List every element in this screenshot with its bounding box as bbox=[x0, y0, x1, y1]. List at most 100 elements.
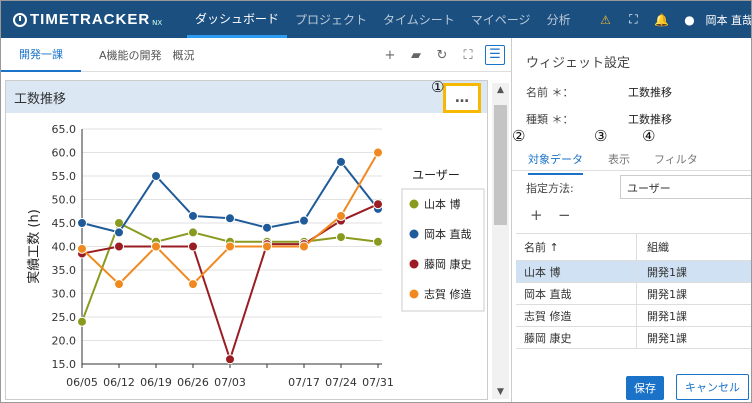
row-name: 山本 博 bbox=[524, 265, 561, 279]
legend-label: 志賀 修造 bbox=[424, 287, 472, 301]
y-tick-label: 40.0 bbox=[52, 241, 77, 254]
method-label: 指定方法: bbox=[526, 182, 574, 195]
widget-header: 工数推移 … bbox=[6, 81, 487, 113]
y-tick-label: 30.0 bbox=[52, 288, 77, 301]
fullscreen-icon[interactable]: ⛶ bbox=[629, 12, 638, 26]
logo[interactable]: TIMETRACKER NX bbox=[1, 11, 187, 28]
table-row[interactable]: 志賀 修造 開発1課 bbox=[516, 305, 751, 327]
legend-marker bbox=[409, 199, 419, 209]
data-point bbox=[299, 215, 309, 226]
add-icon[interactable]: + bbox=[384, 47, 396, 63]
widget-menu-button[interactable]: … bbox=[443, 83, 481, 113]
column-header-name[interactable]: 名前 ↑ bbox=[524, 241, 559, 254]
scroll-up-icon[interactable]: ▲ bbox=[497, 85, 504, 95]
data-point bbox=[336, 156, 346, 167]
nav-analysis[interactable]: 分析 bbox=[546, 13, 571, 27]
save-button[interactable]: 保存 bbox=[626, 376, 664, 400]
data-point bbox=[188, 227, 198, 238]
legend-label: 山本 博 bbox=[424, 197, 461, 211]
data-point bbox=[373, 236, 383, 247]
tab-filter[interactable]: フィルタ bbox=[654, 153, 698, 166]
data-point bbox=[188, 241, 198, 252]
table-row[interactable]: 藤岡 康史 開発1課 bbox=[516, 327, 751, 349]
y-tick-label: 50.0 bbox=[52, 194, 77, 207]
tab-feature-a-overview[interactable]: A機能の開発 概況 bbox=[99, 48, 195, 62]
scroll-down-icon[interactable]: ▼ bbox=[497, 387, 504, 397]
data-point bbox=[373, 199, 383, 210]
x-tick-label: 06/12 bbox=[103, 376, 135, 389]
folder-icon[interactable]: ▰ bbox=[411, 47, 421, 63]
bell-icon[interactable]: 🔔 bbox=[654, 12, 669, 27]
user-name[interactable]: 岡本 直哉 bbox=[705, 13, 752, 27]
x-tick-label: 07/24 bbox=[325, 376, 357, 389]
nav-project[interactable]: プロジェクト bbox=[295, 13, 368, 27]
y-tick-label: 15.0 bbox=[52, 358, 77, 371]
data-point bbox=[336, 210, 346, 221]
data-point bbox=[373, 147, 383, 158]
data-point bbox=[262, 222, 272, 233]
data-point bbox=[188, 210, 198, 221]
data-point bbox=[77, 316, 87, 327]
add-user-button[interactable]: + bbox=[530, 206, 543, 224]
x-tick-label: 07/17 bbox=[288, 376, 320, 389]
top-bar: TIMETRACKER NX ダッシュボード プロジェクト タイムシート マイペ… bbox=[1, 1, 752, 38]
user-avatar-icon[interactable]: ● bbox=[684, 12, 695, 27]
name-label: 名前 ＊： bbox=[526, 86, 574, 99]
widget-title: 工数推移 bbox=[14, 91, 67, 107]
tab-dev-section-1[interactable]: 開発一課 bbox=[1, 38, 81, 72]
row-org: 開発1課 bbox=[636, 283, 751, 304]
cancel-button[interactable]: キャンセル bbox=[676, 374, 749, 400]
legend-marker bbox=[409, 289, 419, 299]
data-point bbox=[151, 171, 161, 181]
row-org: 開発1課 bbox=[636, 261, 751, 282]
annotation-marker-2: ② bbox=[512, 127, 526, 145]
type-label: 種類 ＊： bbox=[526, 113, 574, 126]
data-point bbox=[114, 241, 124, 252]
expand-icon[interactable]: ⛶ bbox=[463, 47, 473, 63]
main-nav: ダッシュボード プロジェクト タイムシート マイページ 分析 bbox=[187, 1, 579, 38]
nav-timesheet[interactable]: タイムシート bbox=[383, 13, 455, 27]
nav-dashboard[interactable]: ダッシュボード bbox=[187, 1, 288, 38]
annotation-marker-4: ④ bbox=[642, 127, 656, 145]
row-org: 開発1課 bbox=[636, 305, 751, 326]
data-point bbox=[225, 241, 235, 252]
warning-icon[interactable]: ⚠ bbox=[600, 12, 611, 27]
vertical-scrollbar[interactable]: ▲ ▼ bbox=[492, 83, 509, 399]
row-org: 開発1課 bbox=[636, 327, 751, 348]
user-table: 名前 ↑ 組織 山本 博 開発1課 岡本 直哉 開発1課 志賀 修造 開発1課 … bbox=[516, 233, 751, 349]
scrollbar-thumb[interactable] bbox=[494, 105, 507, 225]
data-point bbox=[114, 227, 124, 238]
remove-user-button[interactable]: − bbox=[558, 206, 571, 224]
settings-title: ウィジェット設定 bbox=[526, 56, 631, 71]
method-select[interactable]: ユーザー bbox=[620, 175, 751, 199]
logo-text: TIMETRACKER bbox=[30, 11, 151, 28]
nav-mypage[interactable]: マイページ bbox=[470, 13, 531, 27]
x-tick-label: 07/03 bbox=[214, 376, 246, 389]
data-point bbox=[262, 241, 272, 252]
x-tick-label: 06/19 bbox=[140, 376, 172, 389]
data-point bbox=[299, 241, 309, 252]
tab-display[interactable]: 表示 bbox=[608, 153, 630, 166]
data-point bbox=[151, 241, 161, 252]
table-row[interactable]: 岡本 直哉 開発1課 bbox=[516, 283, 751, 305]
column-header-org[interactable]: 組織 bbox=[636, 234, 751, 260]
table-header: 名前 ↑ 組織 bbox=[516, 233, 751, 261]
refresh-icon[interactable]: ↻ bbox=[436, 47, 448, 63]
data-point bbox=[114, 279, 124, 290]
type-value[interactable]: 工数推移 bbox=[628, 113, 672, 126]
chart-widget: 工数推移 … 15.0 20.0 25.0 30.0 35.0 40.0 45.0 50.0 5… bbox=[5, 80, 488, 400]
name-value[interactable]: 工数推移 bbox=[628, 86, 672, 99]
y-tick-label: 25.0 bbox=[52, 311, 77, 324]
legend-title: ユーザー bbox=[412, 168, 460, 182]
y-tick-label: 20.0 bbox=[52, 335, 77, 348]
top-right-tools: ⚠ ⛶ 🔔 ● 岡本 直哉 bbox=[592, 1, 752, 38]
row-name: 藤岡 康史 bbox=[524, 331, 572, 345]
table-row[interactable]: 山本 博 開発1課 bbox=[516, 261, 751, 283]
list-view-icon[interactable]: ☰ bbox=[485, 45, 505, 65]
data-point bbox=[188, 279, 198, 290]
legend-label: 藤岡 康史 bbox=[424, 257, 472, 271]
tab-target-data[interactable]: 対象データ bbox=[528, 151, 583, 175]
widget-settings-panel: ウィジェット設定 名前 ＊： 工数推移 種類 ＊： 工数推移 ② ③ ④ 対象デ… bbox=[511, 38, 751, 402]
clock-logo-icon bbox=[13, 12, 27, 27]
